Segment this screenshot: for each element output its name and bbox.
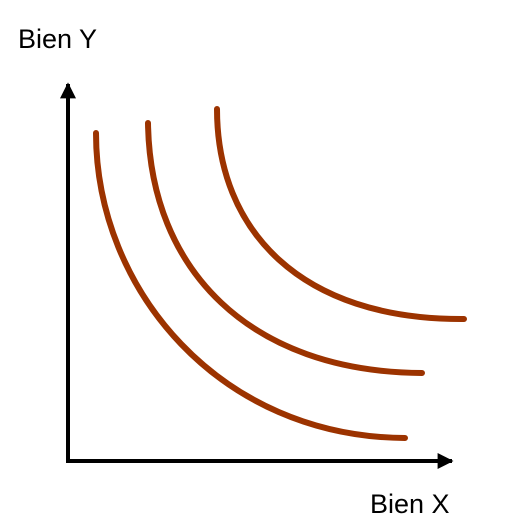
x-axis-label: Bien X: [370, 489, 450, 519]
y-axis-label: Bien Y: [18, 24, 97, 54]
indifference-curve-2: [145, 120, 425, 376]
indifference-curve-1: [93, 130, 408, 441]
indifference-curve-3: [214, 106, 467, 323]
